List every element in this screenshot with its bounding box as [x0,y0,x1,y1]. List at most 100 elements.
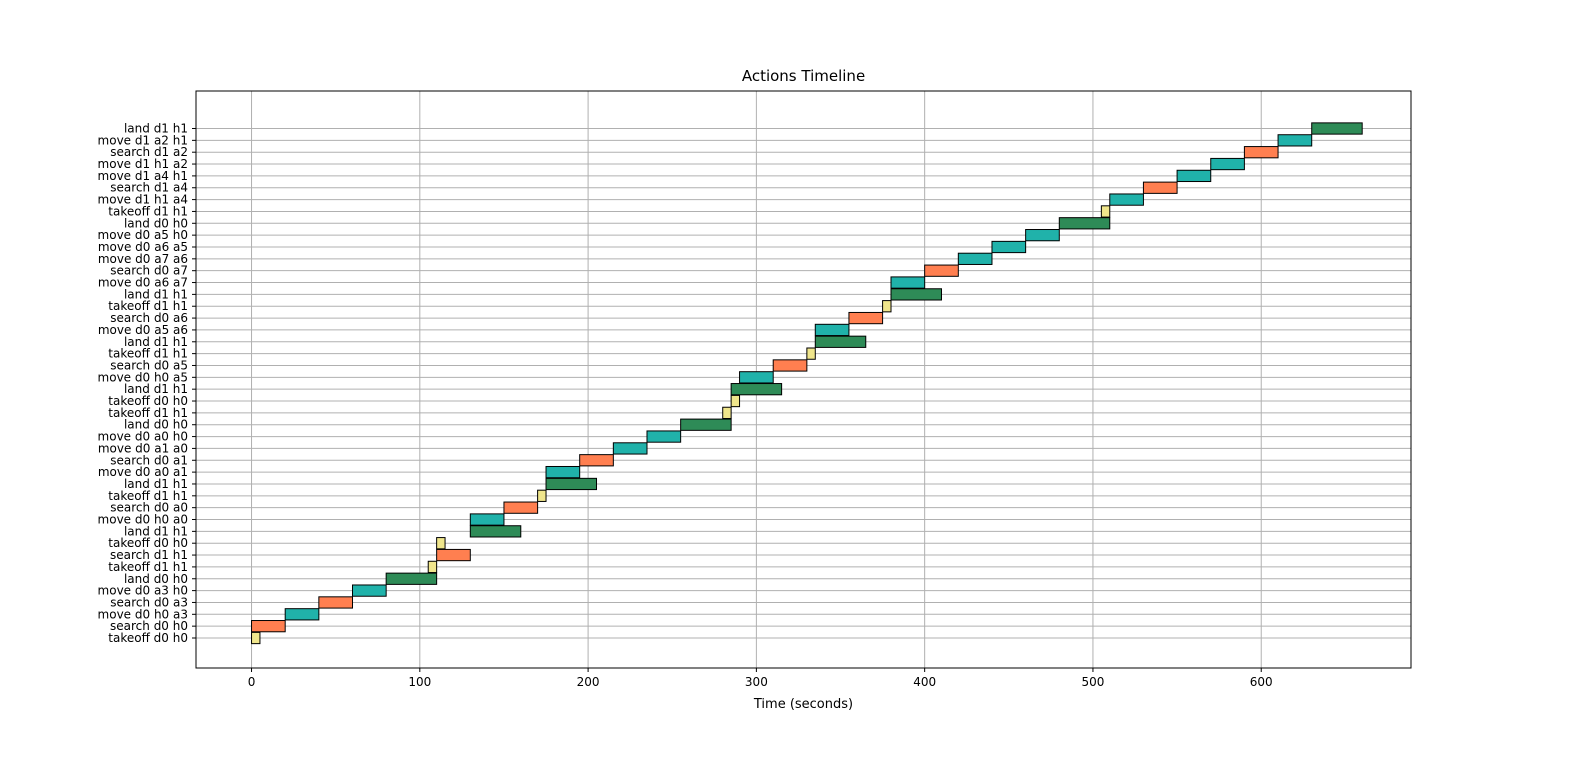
y-tick-label: move d0 a6 a7 [98,276,188,290]
x-tick-label: 400 [913,675,936,689]
action-bar-land [545,477,598,491]
x-tick-label: 200 [577,675,600,689]
y-tick-label: move d0 h0 a5 [98,370,188,384]
y-tick-label: search d0 a6 [110,311,188,325]
action-bar-move [1025,229,1060,242]
y-tick-label: takeoff d1 h1 [108,406,188,420]
y-tick-label: takeoff d1 h1 [108,204,188,218]
action-bar-search [436,548,471,562]
y-tick-label: land d1 h1 [124,122,188,136]
action-bar-land [680,418,732,431]
action-bar-search [924,264,959,277]
y-tick-label: move d1 a4 h1 [98,169,188,183]
x-tick-label: 100 [408,675,431,689]
action-bar-search [318,596,354,609]
y-tick-label: move d0 a7 a6 [98,252,188,266]
y-tick-label: takeoff d0 h0 [108,394,188,408]
action-bar-takeoff [251,631,261,645]
y-tick-label: move d1 h1 a2 [98,157,188,171]
x-tick-label: 300 [745,675,768,689]
action-bar-move [646,430,682,443]
action-bar-move [352,584,387,597]
action-bar-land [730,383,783,396]
action-bar-land [469,525,522,538]
y-tick-label: move d0 a1 a0 [98,441,188,455]
action-bar-takeoff [806,347,816,360]
chart-title: Actions Timeline [742,67,865,85]
action-bar-takeoff [730,394,741,408]
y-tick-label: move d0 a5 a6 [98,323,188,337]
x-tick-label: 0 [248,675,256,689]
y-tick-label: takeoff d1 h1 [108,347,188,361]
y-tick-label: search d1 h1 [110,548,188,562]
y-tick-label: land d0 h0 [124,418,188,432]
y-tick-label: move d0 a0 a1 [98,465,188,479]
bar-layer [251,122,1363,645]
y-tick-label: search d0 h0 [110,619,188,633]
action-bar-search [848,311,884,325]
y-tick-label: land d1 h1 [124,382,188,396]
y-tick-label: takeoff d1 h1 [108,299,188,313]
action-bar-takeoff [537,489,547,502]
action-bar-move [1176,169,1212,183]
action-bar-search [503,501,539,514]
x-tick-label: 500 [1081,675,1104,689]
y-tick-label: move d0 h0 a3 [98,607,188,621]
y-tick-label: search d0 a1 [110,453,188,467]
action-bar-move [991,240,1027,254]
y-tick-label: move d0 a3 h0 [98,584,188,598]
y-tick-label: search d0 a5 [110,358,188,372]
action-bar-takeoff [427,560,438,574]
action-bar-move [1277,134,1313,147]
y-tick-label: land d0 h0 [124,216,188,230]
y-tick-label: takeoff d0 h0 [108,536,188,550]
action-bar-move [739,371,774,384]
y-tick-label: move d1 h1 a4 [98,193,188,207]
y-tick-label: land d0 h0 [124,572,188,586]
action-bar-takeoff [1100,205,1111,218]
y-tick-label: takeoff d1 h1 [108,560,188,574]
plot-frame [195,90,1412,669]
action-bar-move [1210,157,1245,171]
grid-layer [196,91,1411,668]
y-tick-label: move d0 a0 h0 [98,430,188,444]
action-bar-move [612,442,648,455]
y-tick-label: land d1 h1 [124,524,188,538]
action-bar-land [1058,217,1111,230]
y-tick-label: move d0 a6 a5 [98,240,188,254]
y-tick-label: search d1 a2 [110,145,188,159]
y-tick-label: land d1 h1 [124,335,188,349]
action-bar-search [772,359,808,372]
y-tick-label: land d1 h1 [124,477,188,491]
x-tick-layer: 0 100 200 300 400 500 600 [248,668,1273,689]
y-tick-label: land d1 h1 [124,287,188,301]
action-bar-takeoff [436,537,446,550]
action-bar-move [1109,193,1144,206]
y-tick-label: move d1 a2 h1 [98,133,188,147]
y-tick-label: move d0 a5 h0 [98,228,188,242]
action-bar-land [385,572,438,585]
action-bar-takeoff [882,300,892,313]
action-bar-search [251,620,286,633]
action-bar-takeoff [722,406,732,420]
y-tick-label: search d1 a4 [110,181,188,195]
action-bar-search [579,454,614,467]
action-bar-move [469,513,505,526]
x-axis-label: Time (seconds) [753,697,853,712]
action-bar-search [1243,146,1279,159]
action-bar-land [1311,122,1363,135]
action-bar-search [1142,181,1178,194]
y-tick-label: search d0 a3 [110,595,188,609]
action-bar-move [814,323,850,337]
y-tick-label: takeoff d0 h0 [108,631,188,645]
y-tick-label: search d0 a7 [110,264,188,278]
action-bar-move [957,252,993,265]
action-bar-land [890,288,942,301]
action-bar-move [890,276,926,289]
action-bar-move [545,465,581,479]
y-tick-label: move d0 h0 a0 [98,513,188,527]
action-bar-move [284,608,320,621]
